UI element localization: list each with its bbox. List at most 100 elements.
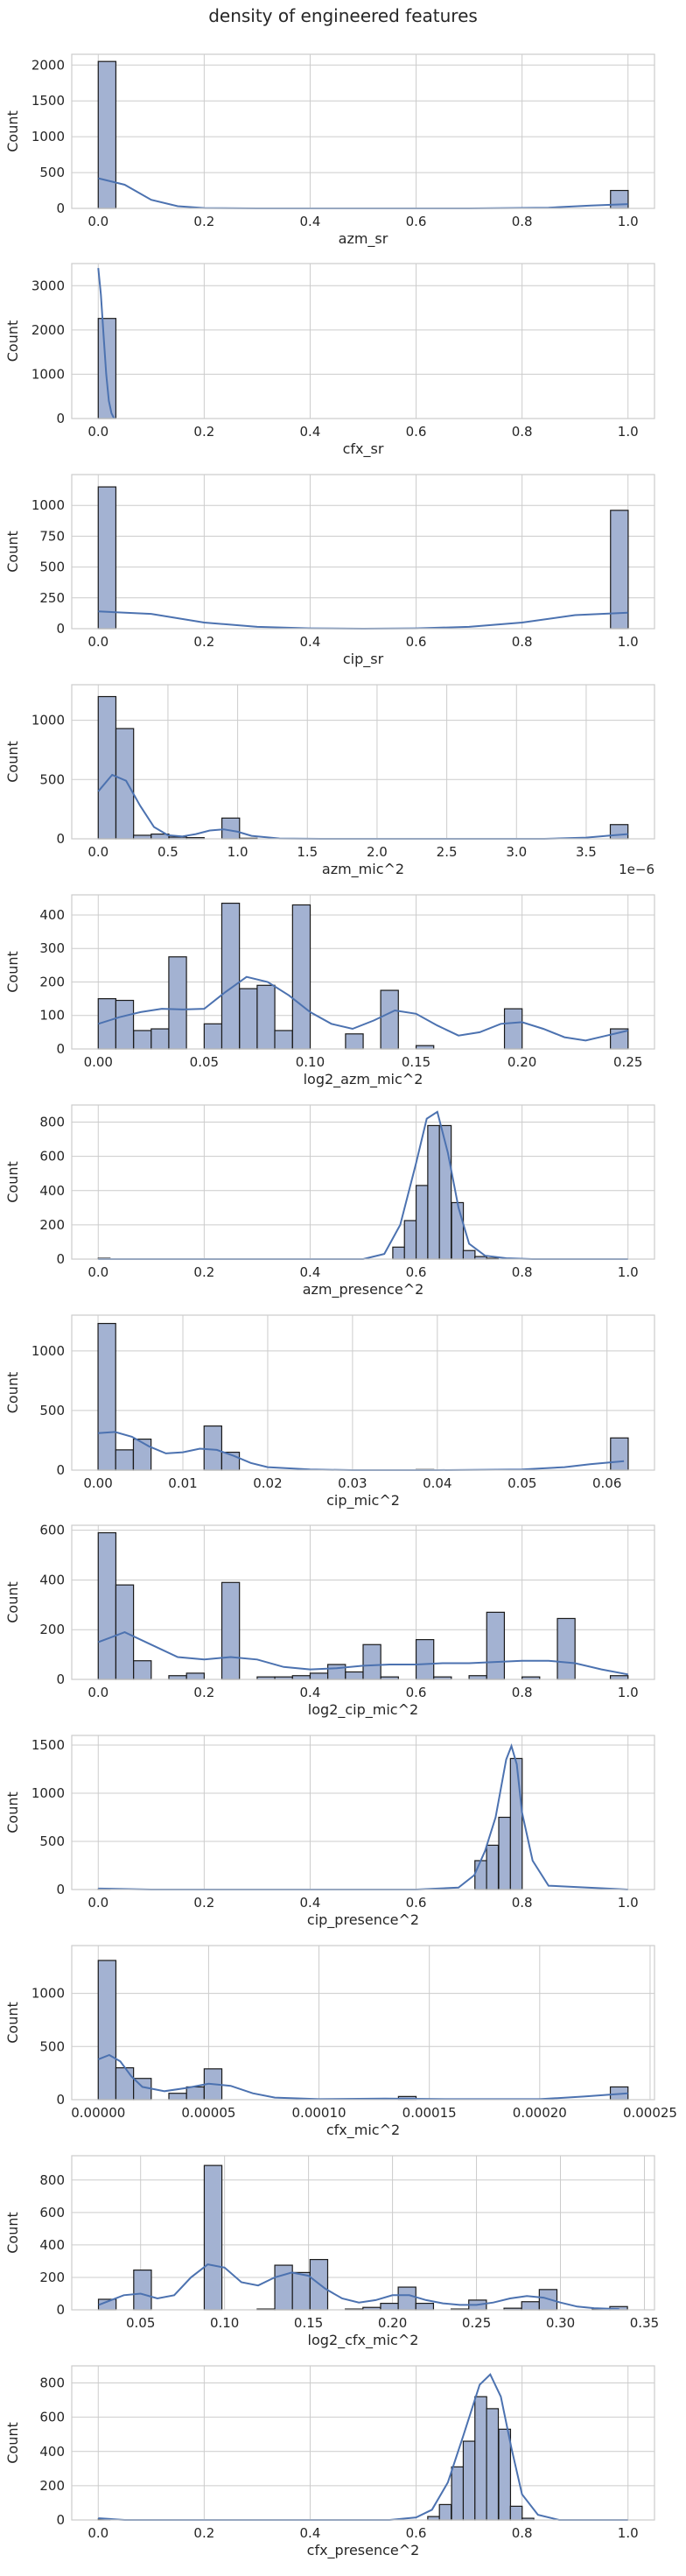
histogram-bar xyxy=(291,1675,312,1680)
histogram-bar xyxy=(610,189,629,209)
x-tick-label: 0.00015 xyxy=(402,2105,457,2121)
histogram-bar xyxy=(220,817,241,840)
x-tick-label: 0.2 xyxy=(193,424,214,440)
x-tick-label: 0.4 xyxy=(300,424,321,440)
histogram-bar xyxy=(451,1201,465,1260)
y-tick-label: 600 xyxy=(39,1523,65,1538)
x-axis-label: log2_cfx_mic^2 xyxy=(308,2332,419,2349)
y-tick-label: 200 xyxy=(39,2478,65,2494)
axis-offset-label: 1e−6 xyxy=(619,862,654,877)
histogram-bar xyxy=(203,1023,223,1050)
histogram-bar xyxy=(309,1672,329,1680)
x-tick-label: 0.8 xyxy=(512,214,533,229)
histogram-bar xyxy=(380,2302,399,2311)
x-tick-label: 1.0 xyxy=(618,1895,639,1911)
kde-line xyxy=(98,610,628,630)
histogram-bar xyxy=(486,1611,506,1680)
x-axis-label: azm_presence^2 xyxy=(303,1281,424,1299)
histogram-bar xyxy=(168,1675,187,1680)
x-tick-label: 0.2 xyxy=(193,1895,214,1911)
y-tick-label: 0 xyxy=(56,831,65,847)
kde-line xyxy=(98,2373,628,2521)
x-tick-label: 0.2 xyxy=(193,634,214,650)
x-tick-label: 0.8 xyxy=(512,1895,533,1911)
x-tick-label: 0.03 xyxy=(338,1475,367,1491)
plot-frame xyxy=(71,1314,655,1471)
x-tick-label: 0.5 xyxy=(158,844,178,860)
x-tick-label: 0.35 xyxy=(630,2315,659,2331)
y-tick-label: 0 xyxy=(56,201,65,216)
histogram-bar xyxy=(97,1960,117,2101)
histogram-bar xyxy=(291,904,312,1050)
histogram-bar xyxy=(498,1816,512,1890)
y-tick-label: 0 xyxy=(56,621,65,637)
histogram-bar xyxy=(220,902,241,1050)
histogram-bar xyxy=(498,2428,512,2521)
x-tick-label: 0.00025 xyxy=(623,2105,677,2121)
histogram-bar xyxy=(97,318,117,419)
y-tick-label: 1500 xyxy=(32,93,65,109)
subplot: 0.0 0.2 0.4 0.6 0.8 1.0 0 500 1000 1500 cip_presen… xyxy=(4,1735,655,1929)
x-tick-label: 0.0 xyxy=(88,424,108,440)
histogram-bar xyxy=(345,1671,364,1680)
x-tick-label: 0.00020 xyxy=(513,2105,567,2121)
y-axis-label: Count xyxy=(4,951,21,993)
y-tick-label: 2000 xyxy=(32,57,65,73)
x-tick-label: 0.30 xyxy=(546,2315,575,2331)
histogram-bar xyxy=(97,1531,117,1680)
histogram-bar xyxy=(115,728,135,840)
histogram-bar xyxy=(474,1860,487,1890)
histogram-bar xyxy=(486,2408,500,2521)
x-tick-label: 0.00 xyxy=(84,1054,113,1070)
plot-frame xyxy=(71,1524,655,1680)
histogram-bar xyxy=(291,2271,311,2311)
kde-line xyxy=(97,268,116,419)
x-tick-label: 0.6 xyxy=(406,2525,427,2541)
plot-frame xyxy=(71,53,655,209)
x-axis-label: cfx_sr xyxy=(343,440,384,458)
y-tick-label: 600 xyxy=(39,1149,65,1165)
x-tick-label: 0.4 xyxy=(300,1264,321,1280)
subplot: 0.00 0.05 0.10 0.15 0.20 0.25 0 100 200 300 400 log… xyxy=(4,894,655,1088)
x-tick-label: 0.6 xyxy=(406,634,427,650)
histogram-bar xyxy=(97,1322,116,1471)
x-tick-label: 0.02 xyxy=(253,1475,282,1491)
histogram-bar xyxy=(239,988,258,1050)
x-tick-label: 0.8 xyxy=(512,634,533,650)
y-tick-label: 800 xyxy=(39,1115,65,1130)
histogram-bar xyxy=(274,2264,293,2311)
histogram-bar xyxy=(462,2440,476,2521)
histogram-bar xyxy=(150,1028,170,1050)
histogram-bar xyxy=(133,2270,152,2311)
y-tick-label: 1500 xyxy=(32,1737,65,1753)
histogram-bar xyxy=(97,60,117,209)
x-tick-label: 0.00005 xyxy=(181,2105,235,2121)
x-tick-label: 0.6 xyxy=(406,424,427,440)
histogram-bar xyxy=(132,834,152,840)
x-tick-label: 0.2 xyxy=(193,1264,214,1280)
plot-frame xyxy=(71,2365,655,2521)
histogram-bar xyxy=(556,1617,576,1680)
histogram-bar xyxy=(392,1246,405,1260)
y-tick-label: 0 xyxy=(56,1672,65,1687)
x-tick-label: 0.25 xyxy=(462,2315,491,2331)
y-tick-label: 1000 xyxy=(32,366,65,382)
x-tick-label: 0.06 xyxy=(592,1475,621,1491)
x-tick-label: 0.15 xyxy=(402,1054,430,1070)
kde-line xyxy=(97,1631,628,1676)
y-tick-label: 2000 xyxy=(32,322,65,338)
x-tick-label: 0.25 xyxy=(613,1054,642,1070)
histogram-bar xyxy=(415,1638,435,1680)
y-tick-label: 400 xyxy=(39,1183,65,1199)
histogram-bar xyxy=(462,1249,476,1260)
plot-frame xyxy=(71,474,655,630)
histogram-bar xyxy=(427,1124,440,1260)
y-tick-label: 600 xyxy=(39,2205,65,2221)
x-axis-label: cfx_presence^2 xyxy=(307,2542,420,2559)
y-tick-label: 200 xyxy=(39,1622,65,1637)
x-tick-label: 2.0 xyxy=(367,844,388,860)
histogram-bar xyxy=(397,2286,416,2311)
y-tick-label: 200 xyxy=(39,1217,65,1233)
histogram-bar xyxy=(345,1033,364,1050)
x-tick-label: 0.20 xyxy=(508,1054,536,1070)
